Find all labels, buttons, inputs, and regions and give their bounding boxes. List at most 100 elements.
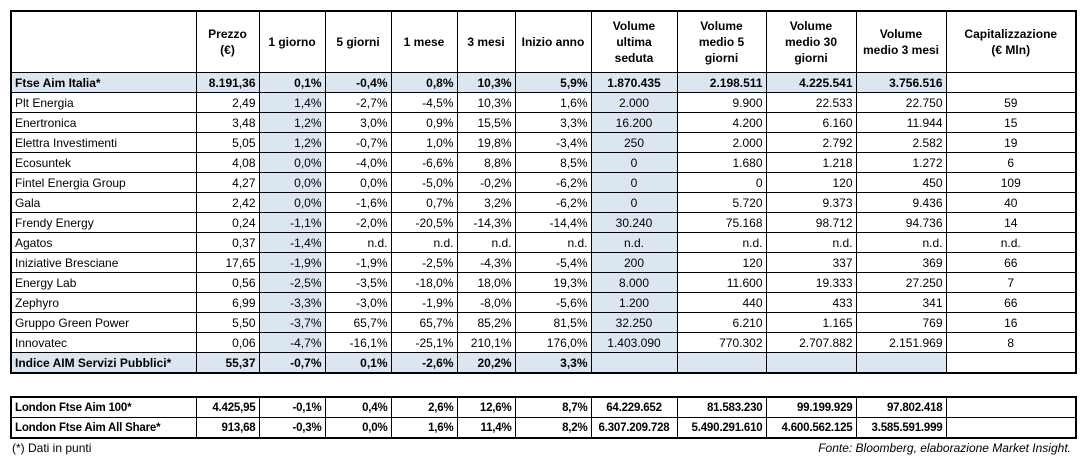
cell: -4,5% bbox=[390, 92, 458, 113]
cell: 0,7% bbox=[390, 192, 458, 213]
cell: 65,7% bbox=[324, 312, 392, 333]
cell: -6,2% bbox=[514, 172, 592, 193]
table-row: Indice AIM Servizi Pubblici* 55,37 -0,7% 0,… bbox=[10, 352, 1077, 374]
cell: -25,1% bbox=[390, 332, 458, 353]
cell: 22.533 bbox=[765, 92, 857, 113]
row-label: Agatos bbox=[10, 232, 197, 253]
table-row: London Ftse Aim All Share* 913,68 -0,3% 0,0… bbox=[10, 417, 1077, 439]
cell: 2.707.882 bbox=[765, 332, 857, 353]
cell: 59 bbox=[945, 92, 1077, 113]
cell: 369 bbox=[855, 252, 947, 273]
cell: -3,5% bbox=[324, 272, 392, 293]
table-row: Prezzo (€) 1 giorno 5 giorni 1 mese 3 mesi In… bbox=[10, 10, 1077, 73]
cell: 55,37 bbox=[195, 352, 260, 374]
cell: 433 bbox=[765, 292, 857, 313]
source: Fonte: Bloomberg, elaborazione Market In… bbox=[818, 441, 1071, 455]
cell: 1,0% bbox=[390, 132, 458, 153]
cell: 3,48 bbox=[195, 112, 260, 133]
cell: 8 bbox=[945, 332, 1077, 353]
cell: -14,3% bbox=[456, 212, 516, 233]
cell: 4.425,95 bbox=[195, 396, 260, 418]
cell: 2.198.511 bbox=[676, 72, 767, 93]
cell: 10,3% bbox=[456, 92, 516, 113]
row-label: Ecosuntek bbox=[10, 152, 197, 173]
cell: 4.600.562.125 bbox=[765, 417, 857, 439]
cell: -5,6% bbox=[514, 292, 592, 313]
cell: 3,0% bbox=[324, 112, 392, 133]
cell: Prezzo (€) bbox=[195, 10, 260, 73]
cell: 10,3% bbox=[456, 72, 516, 93]
cell: 3 mesi bbox=[456, 10, 516, 73]
table-row: Agatos 0,37 -1,4% n.d. n.d. n.d. n.d. n.d. n.d. n… bbox=[10, 232, 1077, 253]
cell: n.d. bbox=[855, 232, 947, 253]
cell: 5,9% bbox=[514, 72, 592, 93]
cell: 0,0% bbox=[324, 172, 392, 193]
cell: 176,0% bbox=[514, 332, 592, 353]
cell: -2,0% bbox=[324, 212, 392, 233]
row-label: Elettra Investimenti bbox=[10, 132, 197, 153]
cell: 1.403.090 bbox=[590, 332, 678, 353]
cell: 97.802.418 bbox=[855, 396, 947, 418]
table-row: Zephyro 6,99 -3,3% -3,0% -1,9% -8,0% -5,6% 1.20… bbox=[10, 292, 1077, 313]
table-row: Fintel Energia Group 4,27 0,0% 0,0% -5,0% -0,… bbox=[10, 172, 1077, 193]
cell: 337 bbox=[765, 252, 857, 273]
cell: 11.944 bbox=[855, 112, 947, 133]
london-table: London Ftse Aim 100* 4.425,95 -0,1% 0,4% 2,6… bbox=[10, 396, 1077, 439]
cell: 1 mese bbox=[390, 10, 458, 73]
cell: 5 giorni bbox=[324, 10, 392, 73]
table-row: Gala 2,42 0,0% -1,6% 0,7% 3,2% -6,2% 0 5.720 9.37… bbox=[10, 192, 1077, 213]
cell: 4.225.541 bbox=[765, 72, 857, 93]
cell: 210,1% bbox=[456, 332, 516, 353]
cell: 27.250 bbox=[855, 272, 947, 293]
cell: Volume medio 3 mesi bbox=[855, 10, 947, 73]
empty-cell bbox=[765, 352, 857, 374]
cell: 0,24 bbox=[195, 212, 260, 233]
cell: -4,7% bbox=[258, 332, 326, 353]
cell: 0,9% bbox=[390, 112, 458, 133]
cell: 4.200 bbox=[676, 112, 767, 133]
cell: 1.165 bbox=[765, 312, 857, 333]
cell: 11.600 bbox=[676, 272, 767, 293]
empty-cell bbox=[855, 352, 947, 374]
cell: 3.585.591.999 bbox=[855, 417, 947, 439]
cell: 8,5% bbox=[514, 152, 592, 173]
table-row: Plt Energia 2,49 1,4% -2,7% -4,5% 10,3% 1,6% 2.… bbox=[10, 92, 1077, 113]
cell: 15,5% bbox=[456, 112, 516, 133]
cell: 8,2% bbox=[514, 417, 592, 439]
footnote: (*) Dati in punti bbox=[12, 441, 92, 455]
cell: 19.333 bbox=[765, 272, 857, 293]
table-row: Elettra Investimenti 5,05 1,2% -0,7% 1,0% 19,… bbox=[10, 132, 1077, 153]
cell: 0,06 bbox=[195, 332, 260, 353]
row-label: Frendy Energy bbox=[10, 212, 197, 233]
row-label: London Ftse Aim 100* bbox=[10, 396, 197, 418]
empty-cell bbox=[945, 72, 1077, 93]
cell: 0,0% bbox=[324, 417, 392, 439]
cell: 94.736 bbox=[855, 212, 947, 233]
cell: n.d. bbox=[324, 232, 392, 253]
cell: 81,5% bbox=[514, 312, 592, 333]
cell: 6.160 bbox=[765, 112, 857, 133]
cell: 120 bbox=[765, 172, 857, 193]
cell: 16 bbox=[945, 312, 1077, 333]
cell: 0 bbox=[590, 192, 678, 213]
row-label: Zephyro bbox=[10, 292, 197, 313]
empty-cell bbox=[676, 352, 767, 374]
cell: 6 bbox=[945, 152, 1077, 173]
cell: 9.436 bbox=[855, 192, 947, 213]
cell: 2.000 bbox=[676, 132, 767, 153]
cell: -3,3% bbox=[258, 292, 326, 313]
cell: 75.168 bbox=[676, 212, 767, 233]
cell: 81.583.230 bbox=[676, 396, 767, 418]
cell: 5,50 bbox=[195, 312, 260, 333]
table-row: Frendy Energy 0,24 -1,1% -2,0% -20,5% -14,3% -… bbox=[10, 212, 1077, 233]
cell: 0,0% bbox=[258, 192, 326, 213]
cell: -0,4% bbox=[324, 72, 392, 93]
cell: 98.712 bbox=[765, 212, 857, 233]
cell: 1.272 bbox=[855, 152, 947, 173]
cell: 1,2% bbox=[258, 132, 326, 153]
cell: -3,0% bbox=[324, 292, 392, 313]
cell: 19,3% bbox=[514, 272, 592, 293]
cell: Volume medio 5 giorni bbox=[676, 10, 767, 73]
cell: -0,7% bbox=[258, 352, 326, 374]
cell: 2,49 bbox=[195, 92, 260, 113]
